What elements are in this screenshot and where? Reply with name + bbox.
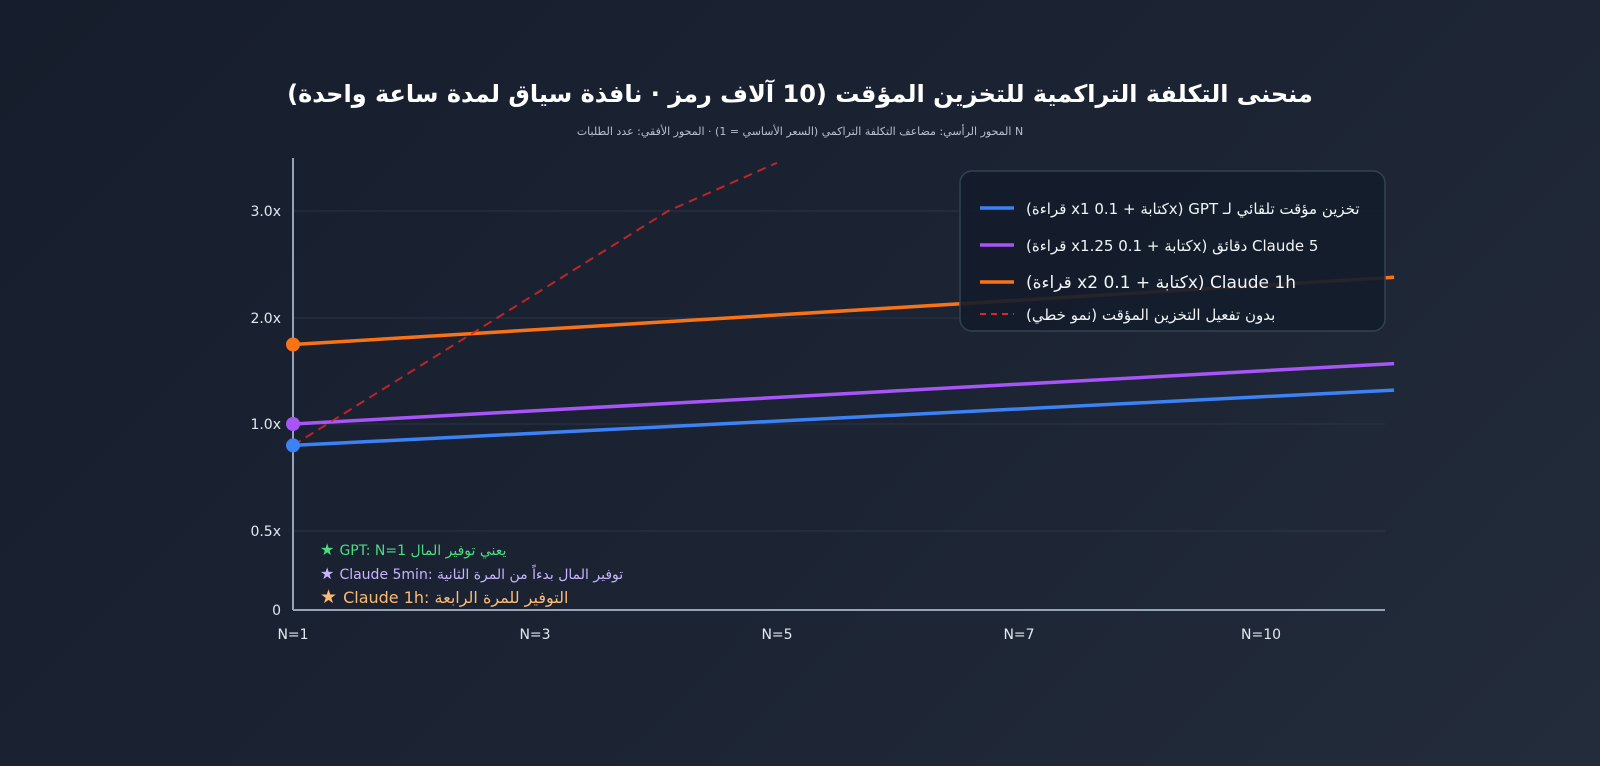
annotations: ★ GPT: N=1 يعني توفير المال ★ Claude 5min…: [320, 540, 623, 608]
x-tick-label: N=10: [1241, 627, 1281, 643]
series-line-claude5: [292, 361, 1395, 426]
marker-layer: [286, 337, 300, 453]
legend-box: [959, 170, 1386, 332]
legend-label-gpt: (قراءة xكتابة + 0.1 1x) GPT تخزين مؤقت ت…: [1026, 200, 1360, 219]
y-tick-label: 0.5x: [250, 524, 281, 540]
y-tick-label: 3.0x: [250, 204, 281, 220]
annotation-2: ★ Claude 5min: توفير المال بدءاً من المر…: [320, 564, 623, 583]
y-tick-label: 0: [272, 603, 281, 619]
start-point-claude1h: [286, 337, 300, 352]
x-tick-label: N=7: [1003, 627, 1034, 643]
series-line-nocache: [292, 161, 778, 447]
chart-subtitle: N المحور الرأسي: مضاعف التكلفة التراكمي …: [576, 125, 1024, 138]
x-tick-label: N=3: [519, 627, 550, 643]
legend: (قراءة xكتابة + 0.1 1x) GPT تخزين مؤقت ت…: [959, 170, 1386, 332]
x-tick-label: N=5: [761, 627, 792, 643]
start-point-gpt: [286, 438, 300, 453]
start-point-claude5: [286, 417, 300, 431]
legend-label-nocache: بدون تفعيل التخزين المؤقت (نمو خطي): [1026, 306, 1275, 325]
x-tick-label: N=1: [277, 627, 308, 643]
series-line-gpt: [292, 388, 1395, 448]
y-tick-label: 2.0x: [250, 311, 281, 327]
annotation-3: ★ Claude 1h: التوفير للمرة الرابعة: [320, 586, 568, 608]
axis-layer: 0 0.5x 1.0x 2.0x 3.0x N=1 N=3 N=5 N=7 N=10: [250, 158, 1385, 643]
legend-label-claude1h: (قراءة xكتابة + 0.1 2x) Claude 1h: [1026, 273, 1296, 293]
legend-label-claude5: (قراءة xكتابة + 0.1 1.25x) دقائق Claude …: [1026, 237, 1318, 255]
chart-title: منحنى التكلفة التراكمية للتخزين المؤقت (…: [287, 80, 1313, 108]
annotation-1: ★ GPT: N=1 يعني توفير المال: [320, 540, 506, 559]
y-tick-label: 1.0x: [250, 417, 281, 433]
